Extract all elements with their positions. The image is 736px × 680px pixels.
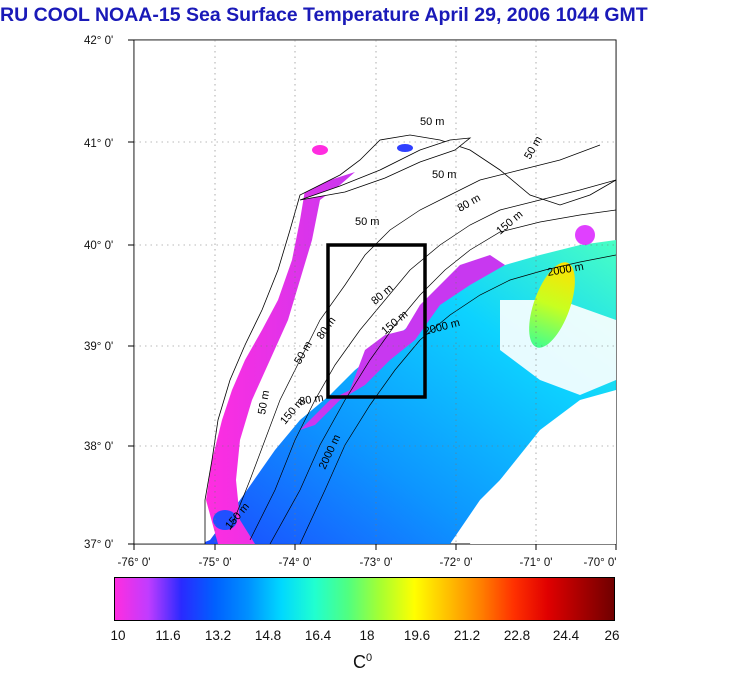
long-island <box>299 137 472 201</box>
warm-core-ring <box>529 262 575 348</box>
colorbar-unit-text: C <box>353 652 366 672</box>
lat-label: 42° 0' <box>84 35 113 47</box>
lat-label: 41° 0' <box>84 138 113 150</box>
lat-label: 40° 0' <box>84 240 113 252</box>
lon-label: -71° 0' <box>519 557 552 569</box>
colorbar-unit-sup: 0 <box>366 652 373 664</box>
lon-labels: -76° 0' -75° 0' -74° 0' -73° 0' -72° 0' … <box>117 557 616 569</box>
lon-label: -75° 0' <box>198 557 231 569</box>
colorbar <box>114 577 615 621</box>
study-box <box>326 243 427 399</box>
isobath-2000 <box>299 254 616 544</box>
warm-patch <box>575 225 595 245</box>
colorbar-tick: 22.8 <box>503 628 531 643</box>
colorbar-tick: 14.8 <box>254 628 282 643</box>
isobath-50 <box>229 144 601 531</box>
lon-label: -70° 0' <box>583 557 616 569</box>
lon-label: -72° 0' <box>439 557 472 569</box>
colorbar-tick: 11.6 <box>155 628 181 643</box>
colorbar-tick: 10 <box>110 628 126 643</box>
colorbar-tick: 16.4 <box>304 628 332 643</box>
isobath-label: 80 m <box>298 392 324 408</box>
lat-label: 38° 0' <box>84 441 113 453</box>
colorbar-tick: 13.2 <box>204 628 232 643</box>
graticule <box>134 40 616 544</box>
lon-label: -73° 0' <box>359 557 392 569</box>
cold-shelf-mid <box>300 255 505 430</box>
colorbar-tick: 19.6 <box>403 628 431 643</box>
isobath-label: 50 m <box>432 169 456 181</box>
cloud-patch <box>470 390 616 544</box>
lat-label: 37° 0' <box>84 539 113 551</box>
colorbar-tick: 21.2 <box>453 628 481 643</box>
lon-label: -76° 0' <box>117 557 150 569</box>
land-mass <box>134 40 616 544</box>
colorbar-tick: 26 <box>604 628 620 643</box>
colorbar-unit: C0 <box>353 652 372 673</box>
isobath-80 <box>249 179 616 541</box>
lat-labels: 42° 0' 41° 0' 40° 0' 39° 0' 38° 0' 37° 0… <box>84 35 113 551</box>
colorbar-tick: 18 <box>359 628 375 643</box>
cloud-patch-2 <box>500 300 616 395</box>
cold-shelf-water <box>206 172 355 544</box>
isobath-label: 50 m <box>420 116 444 128</box>
isobath-150 <box>269 209 616 544</box>
isobath-label: 50 m <box>355 216 379 228</box>
colorbar-tick: 24.4 <box>552 628 580 643</box>
lat-label: 39° 0' <box>84 341 113 353</box>
axis-ticks <box>128 39 617 550</box>
chart-title: RU COOL NOAA-15 Sea Surface Temperature … <box>0 4 648 26</box>
isobath-label: 50 m <box>256 389 272 415</box>
sst-imagery: 50 m 50 m 50 m 80 m 80 m 150 m 2000 m 20… <box>134 40 616 544</box>
lon-label: -74° 0' <box>278 557 311 569</box>
